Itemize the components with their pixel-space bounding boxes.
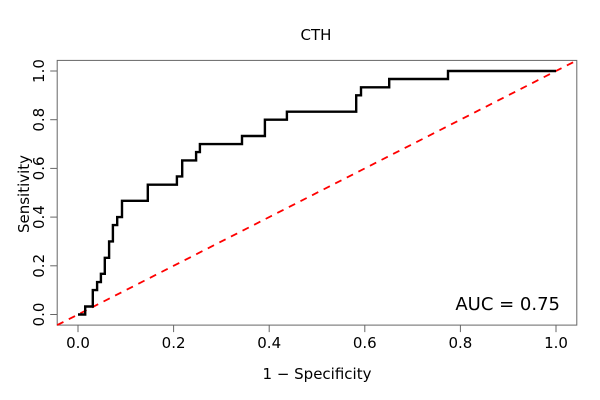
x-tick-label: 0.4 (257, 334, 281, 352)
x-tick-label: 0.2 (162, 334, 186, 352)
y-tick-label: 1.0 (30, 59, 48, 83)
roc-curve (78, 69, 556, 316)
plot-box (56, 59, 578, 326)
chance-diagonal-line (56, 59, 578, 326)
x-axis-label: 1 − Specificity (262, 365, 372, 383)
y-axis-label: Sensitivity (15, 154, 33, 234)
x-tick-label: 0.6 (353, 334, 377, 352)
y-tick-label: 0.0 (30, 303, 48, 327)
x-tick-label: 0.8 (448, 334, 472, 352)
y-tick-label: 0.2 (30, 254, 48, 278)
x-tick-label: 0.0 (66, 334, 90, 352)
chart-title: CTH (300, 26, 332, 44)
auc-annotation: AUC = 0.75 (455, 294, 560, 315)
x-tick-label: 1.0 (544, 334, 568, 352)
y-tick-label: 0.4 (30, 205, 48, 229)
y-tick-label: 0.8 (30, 108, 48, 132)
y-tick-label: 0.6 (30, 156, 48, 180)
